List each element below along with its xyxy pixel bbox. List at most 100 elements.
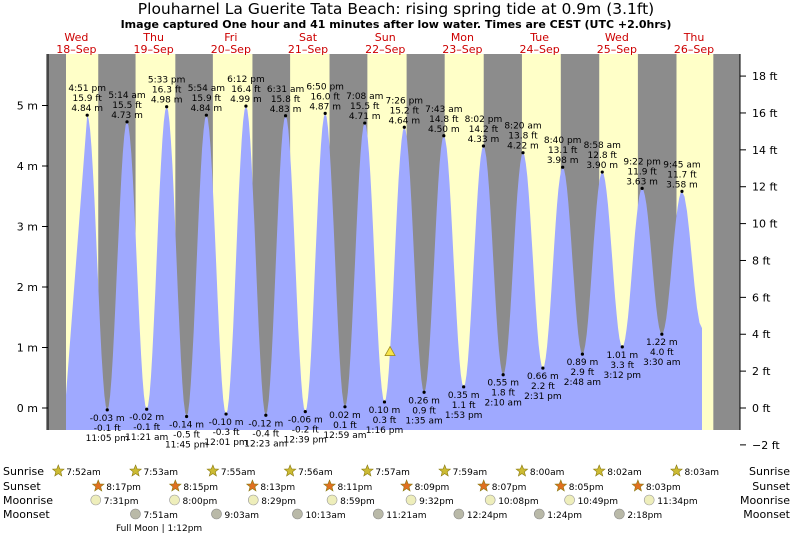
tide-time-label: 6:31 am: [267, 85, 304, 95]
sunset-time: 8:09pm: [415, 483, 450, 493]
day-name-label: Tue: [529, 31, 549, 44]
day-name-label: Wed: [605, 31, 629, 44]
tide-time-label: 2:48 am: [564, 378, 601, 388]
tide-curve: [66, 106, 702, 430]
moonset-icon: [614, 508, 625, 520]
tide-ft-label: 11.7 ft: [667, 170, 697, 180]
tide-time-label: 9:45 am: [663, 160, 700, 170]
tide-extreme-point: [620, 345, 624, 349]
moonrise-time: 8:59pm: [340, 497, 375, 507]
sunset-star-icon: [168, 479, 182, 492]
tide-extreme-point: [600, 170, 604, 174]
tide-m-label: 0.02 m: [329, 411, 361, 421]
tide-time-label: 1:53 pm: [445, 411, 483, 421]
day-name-label: Thu: [142, 31, 164, 44]
tide-ft-label: 14.2 ft: [469, 125, 499, 135]
tide-m-label: 4.50 m: [428, 125, 460, 135]
tide-area: [66, 106, 702, 430]
day-name-label: Thu: [683, 31, 705, 44]
tide-m-label: -0.03 m: [90, 414, 125, 424]
tide-extreme-point: [125, 120, 129, 124]
moonset-icon: [453, 508, 465, 520]
day-name-label: Mon: [451, 31, 474, 44]
sunset-time: 8:05pm: [569, 483, 604, 493]
sunrise-star-icon: [129, 464, 143, 477]
tide-m-label: 3.58 m: [666, 180, 698, 190]
moonrise-icon: [326, 494, 338, 506]
tide-time-label: 8:40 pm: [544, 136, 582, 146]
day-date-label: 20–Sep: [211, 43, 251, 56]
sunrise-time: 7:55am: [221, 468, 256, 478]
tide-ft-label: 2.9 ft: [571, 368, 595, 378]
tide-m-label: 0.10 m: [369, 406, 401, 416]
tide-extreme-point: [561, 165, 565, 169]
tide-time-label: 8:20 am: [504, 122, 541, 132]
sunset-time: 8:03pm: [646, 483, 681, 493]
sunrise-star-icon: [515, 464, 529, 477]
moonset-time: 1:24pm: [547, 511, 582, 521]
tide-m-label: 4.87 m: [309, 102, 341, 112]
row-label-right: Moonset: [743, 508, 790, 521]
tide-extreme-point: [660, 332, 664, 336]
tide-time-label: 8:02 pm: [465, 115, 503, 125]
tide-time-label: 5:33 pm: [148, 76, 186, 86]
tide-ft-label: 15.5 ft: [112, 101, 142, 111]
moonrise-icon: [564, 494, 575, 506]
tide-time-label: 6:12 pm: [227, 75, 265, 85]
tide-ft-label: 15.5 ft: [350, 102, 380, 112]
tide-extreme-point: [501, 373, 505, 377]
tide-m-label: -0.02 m: [129, 413, 164, 423]
tide-ft-label: 12.8 ft: [588, 151, 618, 161]
tide-extreme-point: [481, 144, 486, 148]
tide-m-label: 0.35 m: [448, 391, 480, 401]
chart-title: Plouharnel La Guerite Tata Beach: rising…: [138, 0, 654, 18]
tide-time-label: 2:31 pm: [524, 392, 562, 402]
moonset-icon: [211, 508, 222, 520]
tide-ft-label: 0.9 ft: [412, 406, 436, 416]
day-date-label: 25–Sep: [597, 43, 637, 56]
tide-extreme-point: [363, 121, 367, 125]
tide-m-label: 0.66 m: [527, 372, 559, 382]
tide-ft-label: 13.8 ft: [508, 132, 538, 142]
left-axis-tick-label: 1 m: [17, 342, 38, 355]
tide-extreme-point: [224, 412, 228, 416]
tide-m-label: 1.22 m: [646, 338, 678, 348]
sunrise-star-icon: [592, 464, 606, 477]
sunset-star-icon: [323, 479, 336, 492]
sunrise-time: 7:52am: [66, 468, 101, 478]
row-label-right: Sunset: [752, 480, 790, 493]
tide-time-label: 12:59 am: [323, 431, 366, 441]
moonset-icon: [534, 508, 545, 520]
tide-m-label: 0.26 m: [408, 396, 440, 406]
day-date-label: 21–Sep: [288, 43, 328, 56]
tide-m-label: -0.12 m: [248, 419, 283, 429]
tide-ft-label: 16.3 ft: [152, 86, 182, 96]
day-name-label: Sat: [299, 31, 318, 44]
tide-extreme-point: [105, 408, 109, 412]
tide-extreme-point: [283, 114, 288, 118]
moonset-icon: [373, 508, 384, 520]
right-axis-tick-label: 0 ft: [752, 402, 771, 415]
tide-time-label: 2:10 am: [484, 399, 521, 409]
tide-ft-label: 3.3 ft: [610, 361, 634, 371]
tide-extreme-point: [204, 113, 208, 117]
sunrise-star-icon: [283, 464, 297, 477]
left-axis-tick-label: 4 m: [17, 160, 38, 173]
day-date-label: 26–Sep: [674, 43, 714, 56]
tide-m-label: 4.22 m: [507, 142, 539, 152]
right-axis-tick-label: 12 ft: [752, 181, 778, 194]
right-axis-tick-label: 14 ft: [752, 144, 778, 157]
tide-ft-label: 0.3 ft: [373, 416, 397, 426]
tide-m-label: 4.84 m: [71, 104, 103, 114]
tide-time-label: 6:50 pm: [306, 82, 344, 92]
tide-m-label: 4.64 m: [388, 116, 420, 126]
sunset-time: 8:13pm: [260, 483, 295, 493]
moonrise-icon: [643, 494, 655, 506]
sunrise-time: 8:00am: [530, 468, 565, 478]
tide-ft-label: 15.8 ft: [271, 95, 301, 105]
day-date-label: 19–Sep: [134, 43, 174, 56]
tide-m-label: 3.90 m: [586, 161, 618, 171]
day-name-label: Fri: [224, 31, 237, 44]
